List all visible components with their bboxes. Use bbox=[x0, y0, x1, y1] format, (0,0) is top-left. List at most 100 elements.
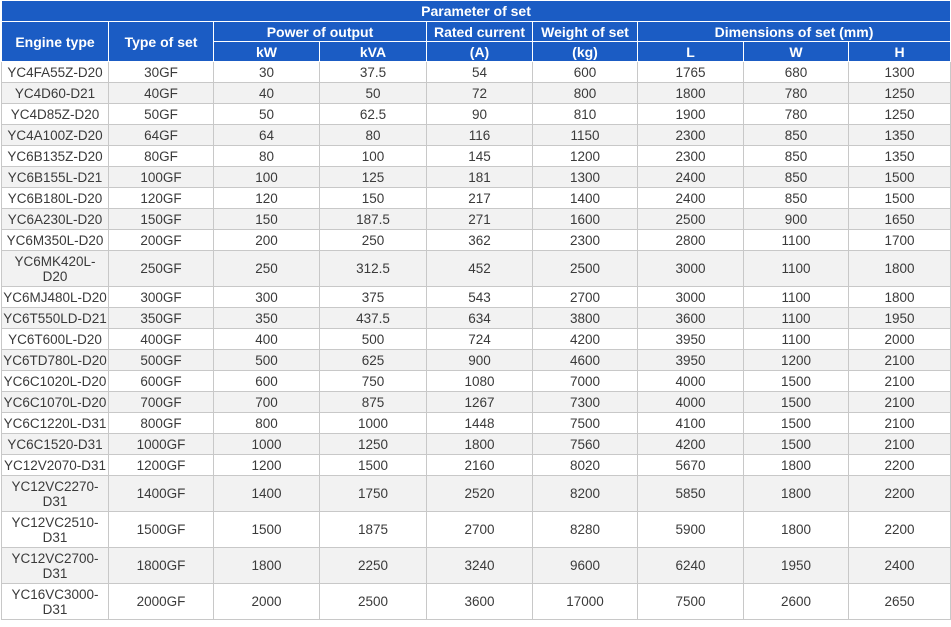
cell-height: 2100 bbox=[847, 391, 951, 413]
cell-engine-type: YC6A230L-D20 bbox=[1, 208, 109, 230]
cell-rated-current: 54 bbox=[426, 61, 533, 83]
table-row: YC12VC2510- D31 1500GF 1500 1875 2700 8280 5900… bbox=[1, 511, 951, 548]
cell-height: 2100 bbox=[847, 349, 951, 371]
cell-kva: 1000 bbox=[319, 412, 427, 434]
cell-type-of-set: 1000GF bbox=[108, 433, 214, 455]
cell-length: 4000 bbox=[637, 391, 744, 413]
cell-height: 1700 bbox=[847, 229, 951, 251]
cell-height: 1500 bbox=[847, 187, 951, 209]
table-row: YC16VC3000- D31 2000GF 2000 2500 3600 17000 750… bbox=[1, 583, 951, 620]
cell-width: 900 bbox=[743, 208, 849, 230]
cell-kva: 37.5 bbox=[319, 61, 427, 83]
cell-kva: 312.5 bbox=[319, 250, 427, 287]
cell-kva: 625 bbox=[319, 349, 427, 371]
cell-engine-type: YC6T600L-D20 bbox=[1, 328, 109, 350]
cell-height: 1300 bbox=[847, 61, 951, 83]
cell-type-of-set: 64GF bbox=[108, 124, 214, 146]
cell-weight: 810 bbox=[532, 103, 638, 125]
cell-height: 2100 bbox=[847, 412, 951, 434]
cell-weight: 1300 bbox=[532, 166, 638, 188]
cell-type-of-set: 30GF bbox=[108, 61, 214, 83]
table-row: YC4D60-D21 40GF 40 50 72 800 1800 780 1250 bbox=[1, 82, 951, 104]
cell-engine-type: YC6C1220L-D31 bbox=[1, 412, 109, 434]
cell-type-of-set: 600GF bbox=[108, 370, 214, 392]
cell-weight: 7500 bbox=[532, 412, 638, 434]
cell-engine-type: YC6B180L-D20 bbox=[1, 187, 109, 209]
cell-kva: 1875 bbox=[319, 511, 427, 548]
cell-height: 2000 bbox=[847, 328, 951, 350]
cell-rated-current: 1267 bbox=[426, 391, 533, 413]
cell-type-of-set: 100GF bbox=[108, 166, 214, 188]
cell-type-of-set: 700GF bbox=[108, 391, 214, 413]
cell-rated-current: 72 bbox=[426, 82, 533, 104]
cell-kva: 2500 bbox=[319, 583, 427, 620]
cell-rated-current: 634 bbox=[426, 307, 533, 329]
cell-length: 2400 bbox=[637, 166, 744, 188]
cell-length: 4200 bbox=[637, 433, 744, 455]
cell-kw: 120 bbox=[213, 187, 320, 209]
cell-weight: 2300 bbox=[532, 229, 638, 251]
header-rated-current-unit: (A) bbox=[426, 41, 533, 62]
cell-weight: 4600 bbox=[532, 349, 638, 371]
cell-rated-current: 1448 bbox=[426, 412, 533, 434]
cell-engine-type: YC6B135Z-D20 bbox=[1, 145, 109, 167]
cell-rated-current: 3240 bbox=[426, 547, 533, 584]
cell-engine-type: YC6T550LD-D21 bbox=[1, 307, 109, 329]
cell-rated-current: 116 bbox=[426, 124, 533, 146]
cell-height: 1350 bbox=[847, 145, 951, 167]
table-row: YC12V2070-D31 1200GF 1200 1500 2160 8020 5670 1… bbox=[1, 454, 951, 476]
cell-kw: 700 bbox=[213, 391, 320, 413]
cell-weight: 8280 bbox=[532, 511, 638, 548]
cell-rated-current: 2160 bbox=[426, 454, 533, 476]
cell-width: 1800 bbox=[743, 454, 849, 476]
cell-rated-current: 1800 bbox=[426, 433, 533, 455]
cell-height: 2100 bbox=[847, 433, 951, 455]
cell-weight: 4200 bbox=[532, 328, 638, 350]
cell-height: 1650 bbox=[847, 208, 951, 230]
cell-engine-type: YC6C1070L-D20 bbox=[1, 391, 109, 413]
cell-kva: 2250 bbox=[319, 547, 427, 584]
table-row: YC6B155L-D21 100GF 100 125 181 1300 2400 850 150… bbox=[1, 166, 951, 188]
cell-length: 5850 bbox=[637, 475, 744, 512]
cell-width: 1100 bbox=[743, 250, 849, 287]
cell-length: 4000 bbox=[637, 370, 744, 392]
cell-height: 1800 bbox=[847, 286, 951, 308]
cell-length: 2300 bbox=[637, 124, 744, 146]
table-row: YC6C1070L-D20 700GF 700 875 1267 7300 4000 1500… bbox=[1, 391, 951, 413]
cell-kw: 600 bbox=[213, 370, 320, 392]
cell-length: 7500 bbox=[637, 583, 744, 620]
cell-type-of-set: 40GF bbox=[108, 82, 214, 104]
cell-type-of-set: 800GF bbox=[108, 412, 214, 434]
cell-kw: 250 bbox=[213, 250, 320, 287]
cell-rated-current: 452 bbox=[426, 250, 533, 287]
table-row: YC6C1020L-D20 600GF 600 750 1080 7000 4000 1500… bbox=[1, 370, 951, 392]
cell-width: 1500 bbox=[743, 412, 849, 434]
table-row: YC6MK420L- D20 250GF 250 312.5 452 2500 3000 110… bbox=[1, 250, 951, 287]
cell-engine-type: YC16VC3000- D31 bbox=[1, 583, 109, 620]
cell-engine-type: YC4D60-D21 bbox=[1, 82, 109, 104]
cell-weight: 1200 bbox=[532, 145, 638, 167]
cell-type-of-set: 1500GF bbox=[108, 511, 214, 548]
cell-length: 3000 bbox=[637, 250, 744, 287]
cell-height: 2200 bbox=[847, 511, 951, 548]
cell-type-of-set: 50GF bbox=[108, 103, 214, 125]
cell-length: 3950 bbox=[637, 349, 744, 371]
cell-width: 850 bbox=[743, 145, 849, 167]
cell-weight: 1150 bbox=[532, 124, 638, 146]
cell-rated-current: 362 bbox=[426, 229, 533, 251]
cell-kw: 64 bbox=[213, 124, 320, 146]
cell-rated-current: 2520 bbox=[426, 475, 533, 512]
header-dimensions: Dimensions of set (mm) bbox=[636, 21, 951, 42]
table-row: YC6MJ480L-D20 300GF 300 375 543 2700 3000 1100 1… bbox=[1, 286, 951, 308]
cell-type-of-set: 500GF bbox=[108, 349, 214, 371]
cell-weight: 8200 bbox=[532, 475, 638, 512]
cell-type-of-set: 150GF bbox=[108, 208, 214, 230]
cell-kw: 350 bbox=[213, 307, 320, 329]
cell-engine-type: YC6C1020L-D20 bbox=[1, 370, 109, 392]
header-kva: kVA bbox=[319, 41, 427, 62]
cell-rated-current: 543 bbox=[426, 286, 533, 308]
cell-width: 850 bbox=[743, 166, 849, 188]
cell-kw: 50 bbox=[213, 103, 320, 125]
cell-engine-type: YC12VC2700- D31 bbox=[1, 547, 109, 584]
